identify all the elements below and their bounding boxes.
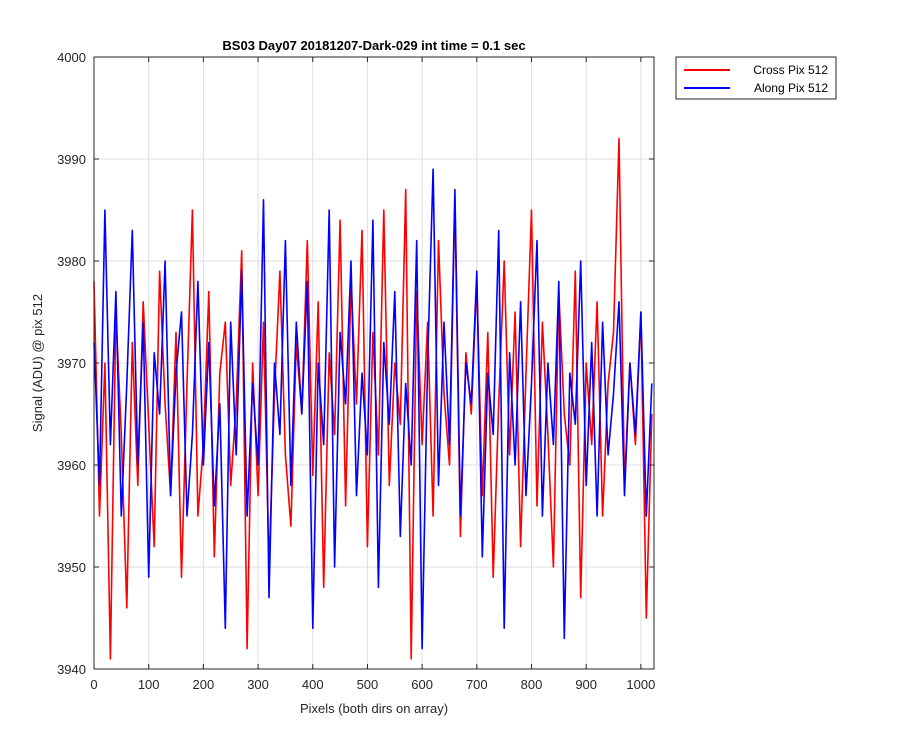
x-axis-label: Pixels (both dirs on array) — [300, 701, 448, 716]
x-tick-label: 0 — [90, 677, 97, 692]
legend-label-cross: Cross Pix 512 — [753, 63, 828, 77]
y-tick-label: 3940 — [57, 662, 86, 677]
x-tick-label: 600 — [411, 677, 433, 692]
series-line-along — [93, 168, 653, 650]
ticks: 0 100 200 300 400 500 600 700 800 900 1000 3940 3950… — [57, 50, 655, 692]
y-tick-label: 3990 — [57, 152, 86, 167]
x-tick-label: 300 — [247, 677, 269, 692]
y-tick-label: 3970 — [57, 356, 86, 371]
x-tick-label: 800 — [521, 677, 543, 692]
y-tick-label: 3980 — [57, 254, 86, 269]
y-tick-label: 3960 — [57, 458, 86, 473]
y-axis-label: Signal (ADU) @ pix 512 — [30, 294, 45, 432]
x-tick-label: 1000 — [626, 677, 655, 692]
x-tick-label: 200 — [193, 677, 215, 692]
chart-title: BS03 Day07 20181207-Dark-029 int time = … — [222, 38, 525, 53]
x-tick-label: 500 — [357, 677, 379, 692]
y-tick-label: 4000 — [57, 50, 86, 65]
y-tick-label: 3950 — [57, 560, 86, 575]
series-layer — [93, 137, 653, 660]
legend-box — [675, 56, 837, 100]
x-tick-label: 900 — [575, 677, 597, 692]
legend-label-along: Along Pix 512 — [754, 81, 828, 95]
legend: Cross Pix 512 Along Pix 512 — [675, 56, 837, 100]
x-tick-label: 700 — [466, 677, 488, 692]
x-tick-label: 100 — [138, 677, 160, 692]
x-tick-label: 400 — [302, 677, 324, 692]
